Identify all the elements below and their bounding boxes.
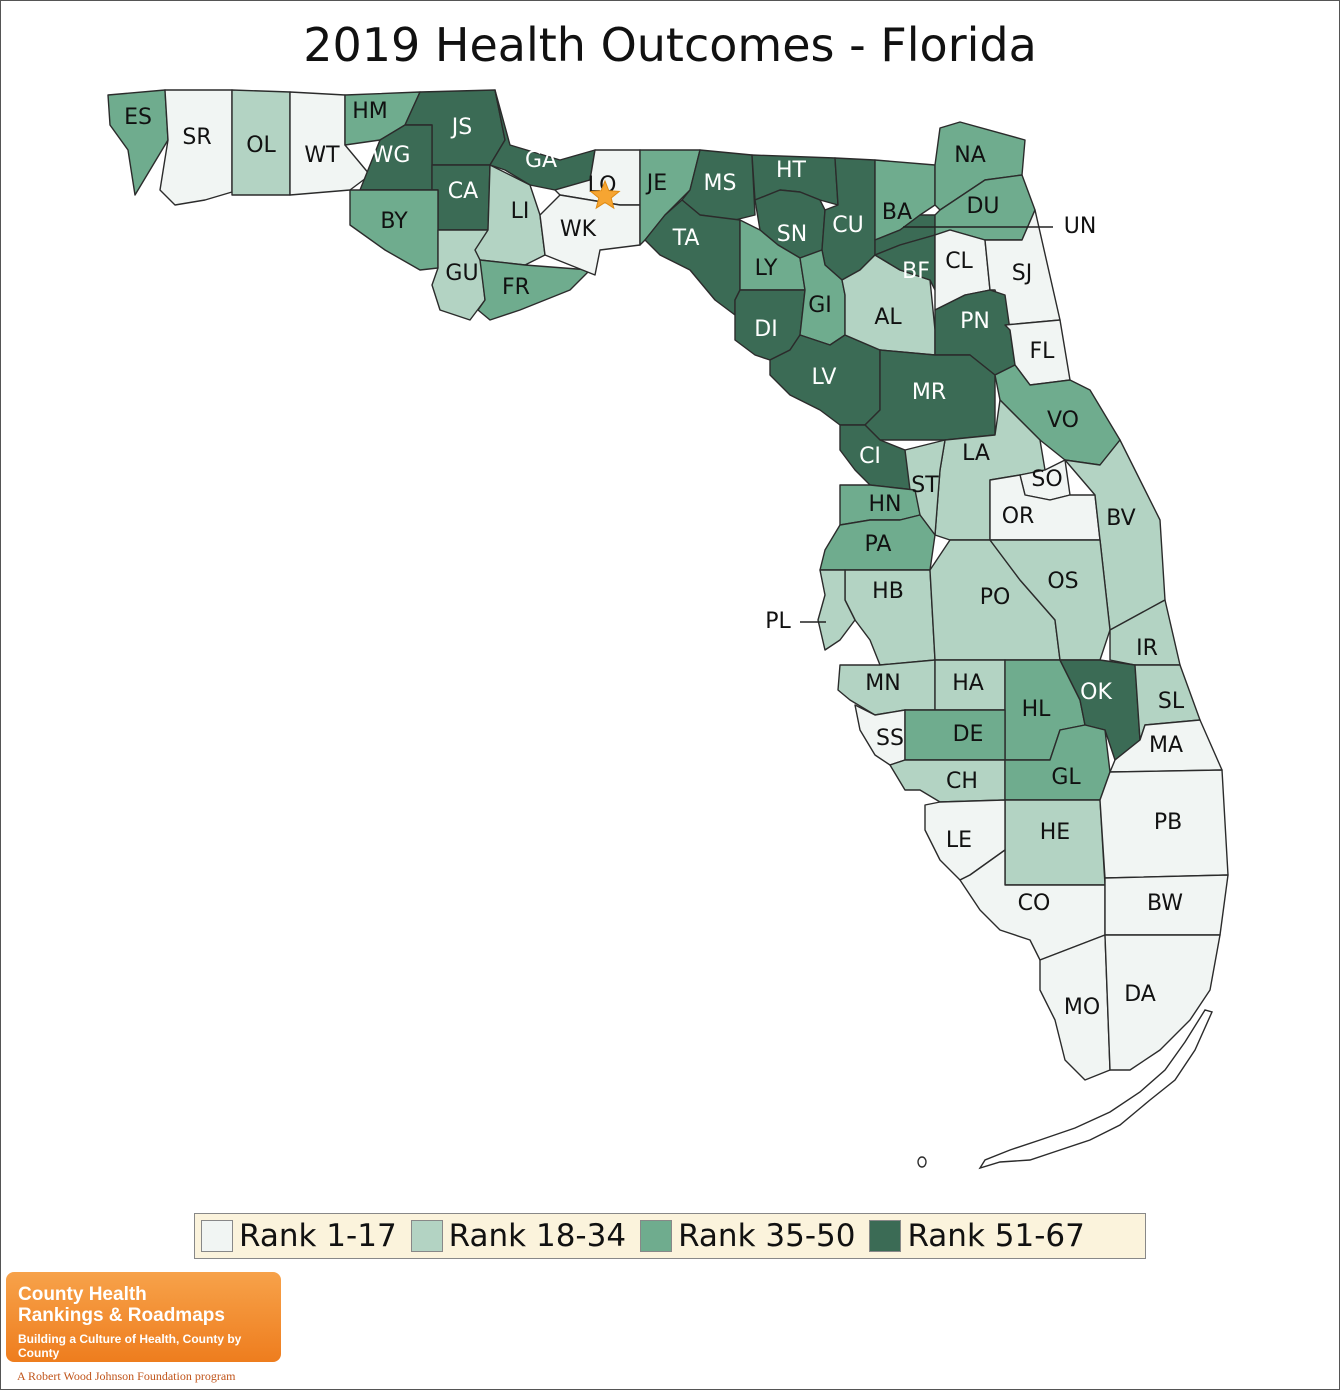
county-label-hl: HL [1022,697,1052,722]
county-label-hm: HM [352,99,388,124]
county-label-es: ES [124,105,152,130]
county-label-di: DI [754,317,777,342]
legend-label: Rank 18-34 [448,1218,627,1254]
county-label-ch: CH [946,769,978,794]
county-label-un: UN [1064,214,1097,239]
county-label-le: LE [946,828,972,853]
county-label-cl: CL [945,249,973,274]
legend-label: Rank 1-17 [239,1218,397,1254]
county-label-sj: SJ [1012,261,1032,286]
county-label-by: BY [380,209,408,234]
county-label-sl: SL [1158,689,1185,714]
county-pl[interactable] [817,569,856,651]
county-label-gl: GL [1051,765,1081,790]
county-label-os: OS [1047,569,1078,594]
county-by[interactable] [349,189,439,271]
county-label-wt: WT [304,143,340,168]
legend-swatch [869,1220,902,1252]
county-label-gu: GU [445,261,478,286]
county-label-ci: CI [859,444,881,469]
county-wk[interactable] [539,194,641,276]
florida-keys [917,1009,1213,1170]
county-label-wk: WK [560,217,597,242]
county-bv[interactable] [1064,439,1166,631]
county-label-sn: SN [777,222,807,247]
county-label-ha: HA [952,671,984,696]
county-label-js: JS [450,115,472,140]
county-label-st: ST [911,473,939,498]
county-label-ca: CA [448,179,478,204]
chrr-logo: County Health Rankings & Roadmaps Buildi… [6,1272,281,1362]
county-label-cu: CU [832,213,863,238]
county-label-ga: GA [525,148,557,173]
county-label-al: AL [874,305,902,330]
county-label-sr: SR [182,125,211,150]
county-label-wg: WG [372,143,411,168]
legend: Rank 1-17 Rank 18-34 Rank 35-50 Rank 51-67 [194,1213,1146,1259]
county-label-pa: PA [865,532,892,557]
county-label-vo: VO [1047,408,1079,433]
county-label-ta: TA [672,226,700,251]
county-label-la: LA [962,441,990,466]
county-label-hb: HB [872,579,904,604]
county-label-li: LI [511,199,530,224]
legend-item: Rank 35-50 [640,1218,855,1254]
county-label-mn: MN [865,671,900,696]
map-title: 2019 Health Outcomes - Florida [303,18,1037,72]
logo-subtitle: A Robert Wood Johnson Foundation program [17,1369,236,1383]
county-label-ht: HT [776,158,807,183]
legend-swatch [201,1220,233,1252]
county-label-na: NA [954,143,986,168]
legend-swatch [410,1220,443,1252]
county-pa[interactable] [819,514,936,571]
county-label-mo: MO [1064,995,1100,1020]
county-label-da: DA [1124,982,1156,1007]
county-label-ok: OK [1080,680,1112,705]
county-label-ba: BA [882,200,912,225]
county-label-he: HE [1040,820,1070,845]
legend-label: Rank 35-50 [678,1218,856,1254]
logo-line1: County Health [18,1284,147,1305]
county-label-so: SO [1031,467,1062,492]
legend-label: Rank 51-67 [907,1218,1085,1254]
star-icon [589,179,621,210]
logo-line2: Rankings & Roadmaps [18,1305,225,1326]
county-shapes [107,89,1229,1081]
county-label-ir: IR [1136,636,1158,661]
county-label-ol: OL [246,133,276,158]
county-label-ms: MS [704,171,737,196]
county-label-hn: HN [869,492,902,517]
legend-item: Rank 18-34 [410,1218,627,1254]
county-label-de: DE [953,722,984,747]
county-label-ly: LY [755,256,778,281]
county-label-fr: FR [502,275,530,300]
county-label-fl: FL [1030,339,1056,364]
county-label-lv: LV [812,365,837,390]
county-label-pl: PL [765,609,791,634]
county-label-gi: GI [808,293,832,318]
county-label-mr: MR [912,380,946,405]
county-label-or: OR [1002,504,1035,529]
county-label-po: PO [980,585,1011,610]
county-label-bw: BW [1147,891,1183,916]
county-da[interactable] [1104,934,1221,1071]
county-label-bf: BF [902,259,930,284]
legend-item: Rank 51-67 [869,1218,1085,1254]
county-label-co: CO [1018,891,1051,916]
logo-tagline: Building a Culture of Health, County by … [18,1332,242,1360]
county-label-du: DU [966,194,999,219]
county-fr[interactable] [477,259,591,321]
legend-swatch [640,1220,673,1252]
legend-item: Rank 1-17 [201,1218,397,1254]
county-label-pb: PB [1154,810,1182,835]
county-label-ss: SS [876,726,904,751]
county-label-ma: MA [1149,733,1183,758]
county-label-pn: PN [960,309,990,334]
county-label-je: JE [645,171,667,196]
county-label-bv: BV [1106,506,1135,531]
